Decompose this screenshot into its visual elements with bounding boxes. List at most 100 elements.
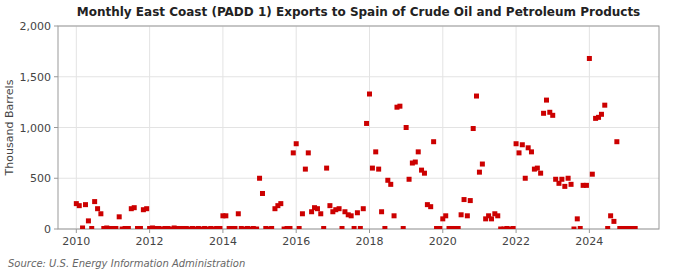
point	[364, 121, 369, 126]
title: Monthly East Coast (PADD 1) Exports to S…	[77, 5, 641, 19]
point	[413, 160, 418, 165]
x-tick	[369, 229, 370, 233]
point	[462, 197, 467, 202]
point	[605, 226, 610, 229]
point	[327, 203, 332, 208]
x-tick	[222, 229, 223, 233]
point	[407, 177, 412, 182]
point	[367, 92, 372, 97]
point	[562, 184, 567, 189]
point	[392, 213, 397, 218]
y-axis-label: Thousand Barrels	[3, 79, 16, 176]
y-grid-line	[58, 127, 659, 128]
point	[422, 171, 427, 176]
point	[388, 182, 393, 187]
points	[74, 56, 638, 229]
x-tick-label: 2020	[429, 235, 457, 248]
y-tick-label: 0	[44, 223, 51, 236]
point	[89, 226, 94, 229]
point	[217, 226, 222, 229]
point	[113, 226, 118, 229]
point	[300, 211, 305, 216]
point	[361, 206, 366, 211]
point	[544, 98, 549, 103]
y-tick	[54, 178, 58, 179]
point	[340, 226, 345, 229]
plot-area	[58, 26, 659, 229]
point	[306, 150, 311, 155]
x-tick	[76, 229, 77, 233]
point	[83, 202, 88, 207]
point	[575, 216, 580, 221]
point	[315, 206, 320, 211]
point	[257, 176, 262, 181]
point	[587, 56, 592, 61]
x-tick	[589, 229, 590, 233]
point	[523, 176, 528, 181]
point	[260, 191, 265, 196]
point	[337, 206, 342, 211]
x-tick	[516, 229, 517, 233]
point	[401, 226, 406, 229]
point	[269, 226, 274, 229]
point	[590, 172, 595, 177]
point	[98, 211, 103, 216]
point	[480, 162, 485, 167]
point	[602, 103, 607, 108]
y-tick-label: 500	[30, 172, 51, 185]
point	[278, 201, 283, 206]
point	[117, 214, 122, 219]
point	[303, 167, 308, 172]
point	[126, 226, 131, 229]
point	[77, 203, 82, 208]
x-tick-label: 2018	[355, 235, 383, 248]
point	[443, 213, 448, 218]
chart: 2010201220142016201820202022202405001,00…	[0, 0, 675, 275]
y-grid-line	[58, 76, 659, 77]
point	[95, 206, 100, 211]
x-tick-label: 2012	[136, 235, 164, 248]
y-tick-label: 2,000	[20, 20, 52, 33]
point	[456, 226, 461, 229]
point	[541, 111, 546, 116]
point	[254, 227, 259, 230]
x-tick-label: 2024	[575, 235, 603, 248]
point	[465, 213, 470, 218]
point	[92, 199, 97, 204]
point	[321, 226, 326, 229]
point	[569, 182, 574, 187]
point	[138, 226, 143, 229]
y-tick	[54, 127, 58, 128]
point	[370, 166, 375, 171]
axes: 2010201220142016201820202022202405001,00…	[20, 20, 604, 248]
point	[233, 226, 238, 229]
point	[614, 139, 619, 144]
point	[633, 226, 638, 229]
point	[379, 209, 384, 214]
point	[529, 149, 534, 154]
grid	[58, 26, 659, 229]
point	[352, 226, 357, 229]
x-tick-label: 2022	[502, 235, 530, 248]
point	[431, 139, 436, 144]
x-tick	[442, 229, 443, 233]
point	[511, 226, 516, 229]
point	[517, 150, 522, 155]
point	[355, 210, 360, 215]
point	[550, 113, 555, 118]
point	[611, 219, 616, 224]
point	[477, 170, 482, 175]
point	[468, 198, 473, 203]
point	[376, 167, 381, 172]
point	[373, 149, 378, 154]
point	[324, 166, 329, 171]
point	[404, 125, 409, 130]
point	[599, 112, 604, 117]
point	[559, 177, 564, 182]
point	[236, 211, 241, 216]
point	[382, 226, 387, 229]
source-note: Source: U.S. Energy Information Administ…	[8, 258, 245, 269]
x-tick	[149, 229, 150, 233]
y-tick-label: 1,000	[20, 122, 52, 135]
point	[294, 141, 299, 146]
